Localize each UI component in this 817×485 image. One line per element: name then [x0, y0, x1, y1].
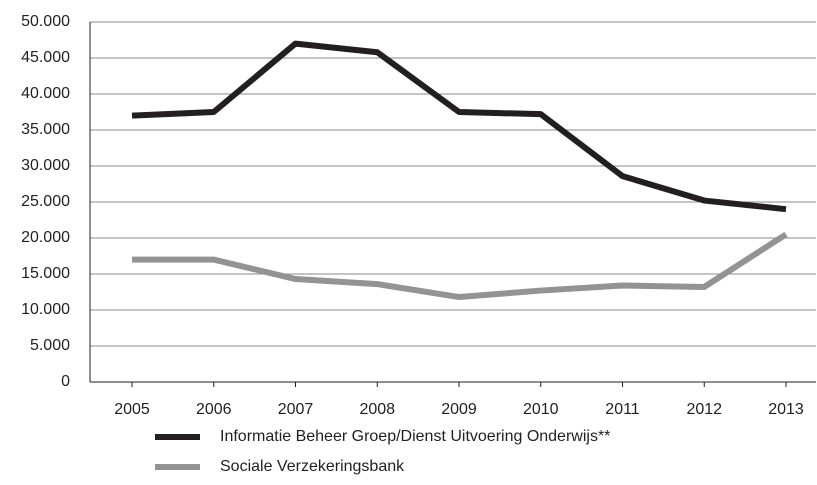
- x-tick-label: 2008: [359, 401, 395, 418]
- x-tick-label: 2007: [278, 401, 314, 418]
- y-tick-label: 50.000: [21, 13, 70, 30]
- x-tick-label: 2010: [523, 401, 559, 418]
- y-tick-label: 10.000: [21, 301, 70, 318]
- y-tick-label: 15.000: [21, 265, 70, 282]
- y-tick-label: 40.000: [21, 85, 70, 102]
- series-line: [131, 40, 787, 213]
- legend-label: Sociale Verzekeringsbank: [220, 458, 405, 475]
- legend-label: Informatie Beheer Groep/Dienst Uitvoerin…: [220, 428, 610, 445]
- y-tick-label: 20.000: [21, 229, 70, 246]
- y-tick-label: 30.000: [21, 157, 70, 174]
- x-tick-label: 2006: [196, 401, 232, 418]
- x-tick-label: 2005: [114, 401, 150, 418]
- y-tick-label: 35.000: [21, 121, 70, 138]
- x-tick-label: 2009: [441, 401, 477, 418]
- y-tick-label: 45.000: [21, 49, 70, 66]
- x-tick-label: 2011: [605, 401, 640, 418]
- y-tick-label: 25.000: [21, 193, 70, 210]
- x-tick-label: 2013: [768, 401, 804, 418]
- x-tick-label: 2012: [686, 401, 722, 418]
- y-tick-label: 5.000: [30, 337, 70, 354]
- series-line: [132, 231, 788, 301]
- y-tick-label: 0: [61, 373, 70, 390]
